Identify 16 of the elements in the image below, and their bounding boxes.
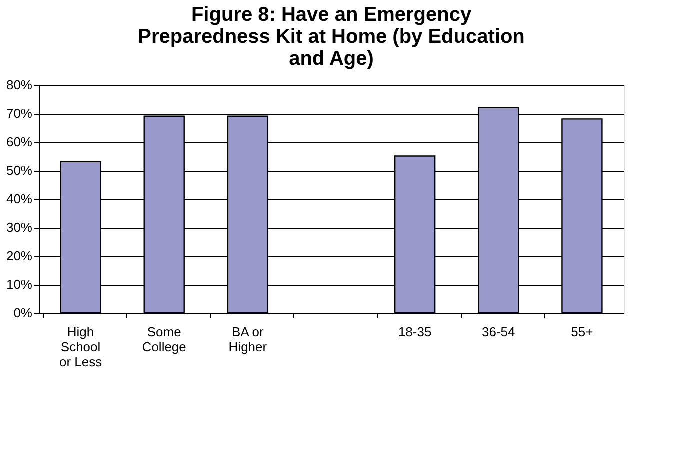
x-tick-label: 36-54 [482,324,516,340]
x-tick-label: 18-35 [398,324,432,340]
y-tick-label: 50% [6,163,33,178]
y-tick-label: 40% [6,192,33,206]
y-tick-label: 70% [6,106,33,121]
y-tick-label: 0% [14,306,33,320]
x-tick-label: BA or Higher [228,324,268,354]
y-tick-label: 60% [6,134,33,150]
x-tick-label: High School or Less [59,324,103,370]
x-tick-label: Some College [142,324,186,354]
y-tick-label: 80% [6,78,33,92]
y-tick-label: 10% [6,277,33,292]
x-tick-label: 55+ [571,324,594,340]
chart-title: Figure 8: Have an Emergency Preparedness Kit at Home (by Education and Age) [138,4,525,70]
y-tick-label: 30% [6,220,33,235]
y-tick-label: 20% [6,248,33,264]
